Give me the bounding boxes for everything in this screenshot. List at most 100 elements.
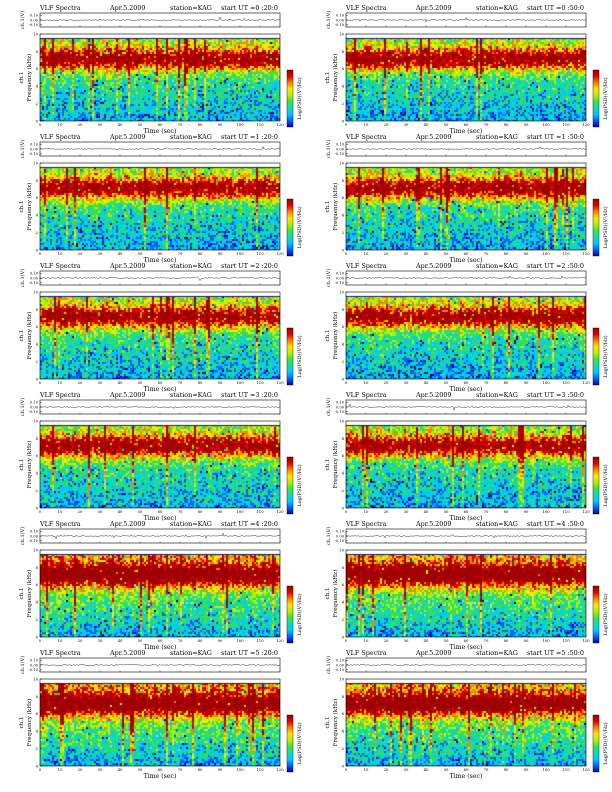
- waveform-ytick-label: 0.00: [30, 276, 39, 280]
- panel-date: Apr.5.2009: [416, 520, 452, 528]
- waveform-ytick-label: -0.10: [29, 281, 39, 285]
- waveform-trace: [345, 403, 587, 411]
- channel-label: ch.1: [325, 200, 331, 212]
- colorbar-label: Log(PSD)(V²/Hz): [296, 593, 303, 635]
- colorbar: [592, 69, 600, 128]
- spectrogram-xtick-label: 60: [464, 767, 469, 772]
- spectrogram-image: [346, 679, 586, 766]
- spectrogram-xtick-label: 20: [78, 380, 83, 385]
- spectrogram-image: [346, 163, 586, 250]
- spectrogram-ytick-label: 2: [36, 746, 39, 751]
- spectrogram-panel: VLF Spectra Apr.5.2009 station=KAG start UT…: [306, 262, 612, 392]
- waveform-axes: [345, 12, 587, 28]
- spectrogram-xtick-label: 100: [542, 380, 550, 385]
- spectrogram-xtick-label: 10: [58, 767, 63, 772]
- waveform-ytick-label: -0.10: [335, 23, 345, 27]
- spectrogram-xtick-label: 50: [138, 638, 143, 643]
- spectrogram-xtick-label: 70: [178, 509, 183, 514]
- waveform-ytick-label: 0.00: [30, 534, 39, 538]
- spectrogram-ytick-label: 2: [36, 101, 39, 106]
- spectrogram-xlabel: Time (sec): [144, 257, 177, 263]
- spectrogram-ytick-label: 4: [36, 342, 39, 347]
- spectrogram-ytick-label: 4: [36, 600, 39, 605]
- spectrogram-xtick-label: 50: [444, 380, 449, 385]
- spectrogram-xtick-label: 30: [404, 509, 409, 514]
- spectrogram-xtick-label: 120: [582, 380, 590, 385]
- colorbar: [592, 327, 600, 386]
- waveform-ytick-label: 0.10: [336, 143, 345, 147]
- spectrogram-xtick-label: 120: [276, 767, 284, 772]
- waveform-ytick-label: 0.00: [336, 18, 345, 22]
- waveform-ytick-label: 0.00: [336, 276, 345, 280]
- panel-title: VLF Spectra: [40, 4, 81, 12]
- waveform-ytick-label: 0.10: [336, 659, 345, 663]
- spectrogram-xtick-label: 40: [424, 251, 429, 256]
- spectrogram-ytick-label: 0: [36, 247, 39, 252]
- spectrogram-xtick-label: 120: [582, 509, 590, 514]
- waveform-ytick-label: 0.10: [336, 14, 345, 18]
- channel-label: ch.1: [19, 716, 25, 728]
- spectrogram-xtick-label: 80: [504, 251, 509, 256]
- waveform-ylabel: ch.1(V): [19, 656, 26, 674]
- spectrogram-xtick-label: 80: [504, 122, 509, 127]
- spectrogram-xtick-label: 120: [276, 122, 284, 127]
- waveform-trace: [345, 146, 587, 151]
- spectrogram-ytick-label: 10: [339, 418, 344, 423]
- colorbar: [592, 714, 600, 773]
- spectrogram-xtick-label: 90: [218, 380, 223, 385]
- spectrogram-image: [346, 292, 586, 379]
- spectrogram-xtick-label: 30: [404, 122, 409, 127]
- spectrogram-image: [40, 292, 280, 379]
- panel-date: Apr.5.2009: [110, 262, 146, 270]
- waveform-axes: [39, 657, 281, 673]
- panel-station: station=KAG: [170, 649, 212, 657]
- spectrogram-panel: VLF Spectra Apr.5.2009 station=KAG start UT…: [306, 391, 612, 521]
- spectrogram-xtick-label: 40: [424, 122, 429, 127]
- panel-start-ut: start UT =4 :50:0: [527, 520, 584, 528]
- panel-date: Apr.5.2009: [110, 520, 146, 528]
- spectrogram-xtick-label: 40: [118, 380, 123, 385]
- panel-station: station=KAG: [170, 133, 212, 141]
- spectrogram-xtick-label: 120: [276, 509, 284, 514]
- channel-label: ch.1: [325, 71, 331, 83]
- spectrogram-xtick-label: 70: [178, 638, 183, 643]
- panel-date: Apr.5.2009: [416, 133, 452, 141]
- waveform-trace: [39, 276, 281, 281]
- colorbar-label: Log(PSD)(V²/Hz): [602, 464, 609, 506]
- spectrogram-ytick-label: 6: [342, 66, 345, 71]
- waveform-ylabel: ch.1(V): [19, 140, 26, 158]
- spectrogram-xtick-label: 0: [39, 122, 42, 127]
- spectrogram-ytick-label: 8: [342, 694, 345, 699]
- spectrogram-xtick-label: 40: [424, 638, 429, 643]
- waveform-ytick-label: 0.00: [336, 663, 345, 667]
- spectrogram-xtick-label: 60: [464, 122, 469, 127]
- waveform-ytick-label: -0.10: [335, 410, 345, 414]
- colorbar-label: Log(PSD)(V²/Hz): [602, 77, 609, 119]
- spectrogram-xtick-label: 40: [118, 122, 123, 127]
- waveform-ylabel: ch.1(V): [19, 527, 26, 545]
- spectrogram-xtick-label: 120: [276, 251, 284, 256]
- spectrogram-xtick-label: 70: [484, 767, 489, 772]
- waveform-ytick-label: -0.10: [335, 152, 345, 156]
- spectrogram-xtick-label: 10: [364, 122, 369, 127]
- spectrogram-xtick-label: 30: [98, 380, 103, 385]
- waveform-ytick-label: 0.10: [30, 272, 39, 276]
- spectrogram-xtick-label: 120: [582, 251, 590, 256]
- panel-station: station=KAG: [476, 4, 518, 12]
- panel-title: VLF Spectra: [346, 520, 387, 528]
- spectrogram-xtick-label: 10: [58, 251, 63, 256]
- spectrogram-ytick-label: 8: [36, 694, 39, 699]
- waveform-ylabel: ch.1(V): [325, 140, 332, 158]
- spectrogram-ytick-label: 0: [36, 376, 39, 381]
- spectrogram-ytick-label: 0: [36, 505, 39, 510]
- spectrogram-ytick-label: 10: [33, 676, 38, 681]
- panel-title: VLF Spectra: [346, 391, 387, 399]
- spectrogram-xtick-label: 70: [178, 122, 183, 127]
- waveform-axes: [39, 12, 281, 28]
- spectrogram-xtick-label: 10: [364, 638, 369, 643]
- spectrogram-xtick-label: 0: [39, 380, 42, 385]
- panel-start-ut: start UT =0 :20:0: [221, 4, 278, 12]
- spectrogram-ylabel: Frequency (kHz): [26, 54, 33, 102]
